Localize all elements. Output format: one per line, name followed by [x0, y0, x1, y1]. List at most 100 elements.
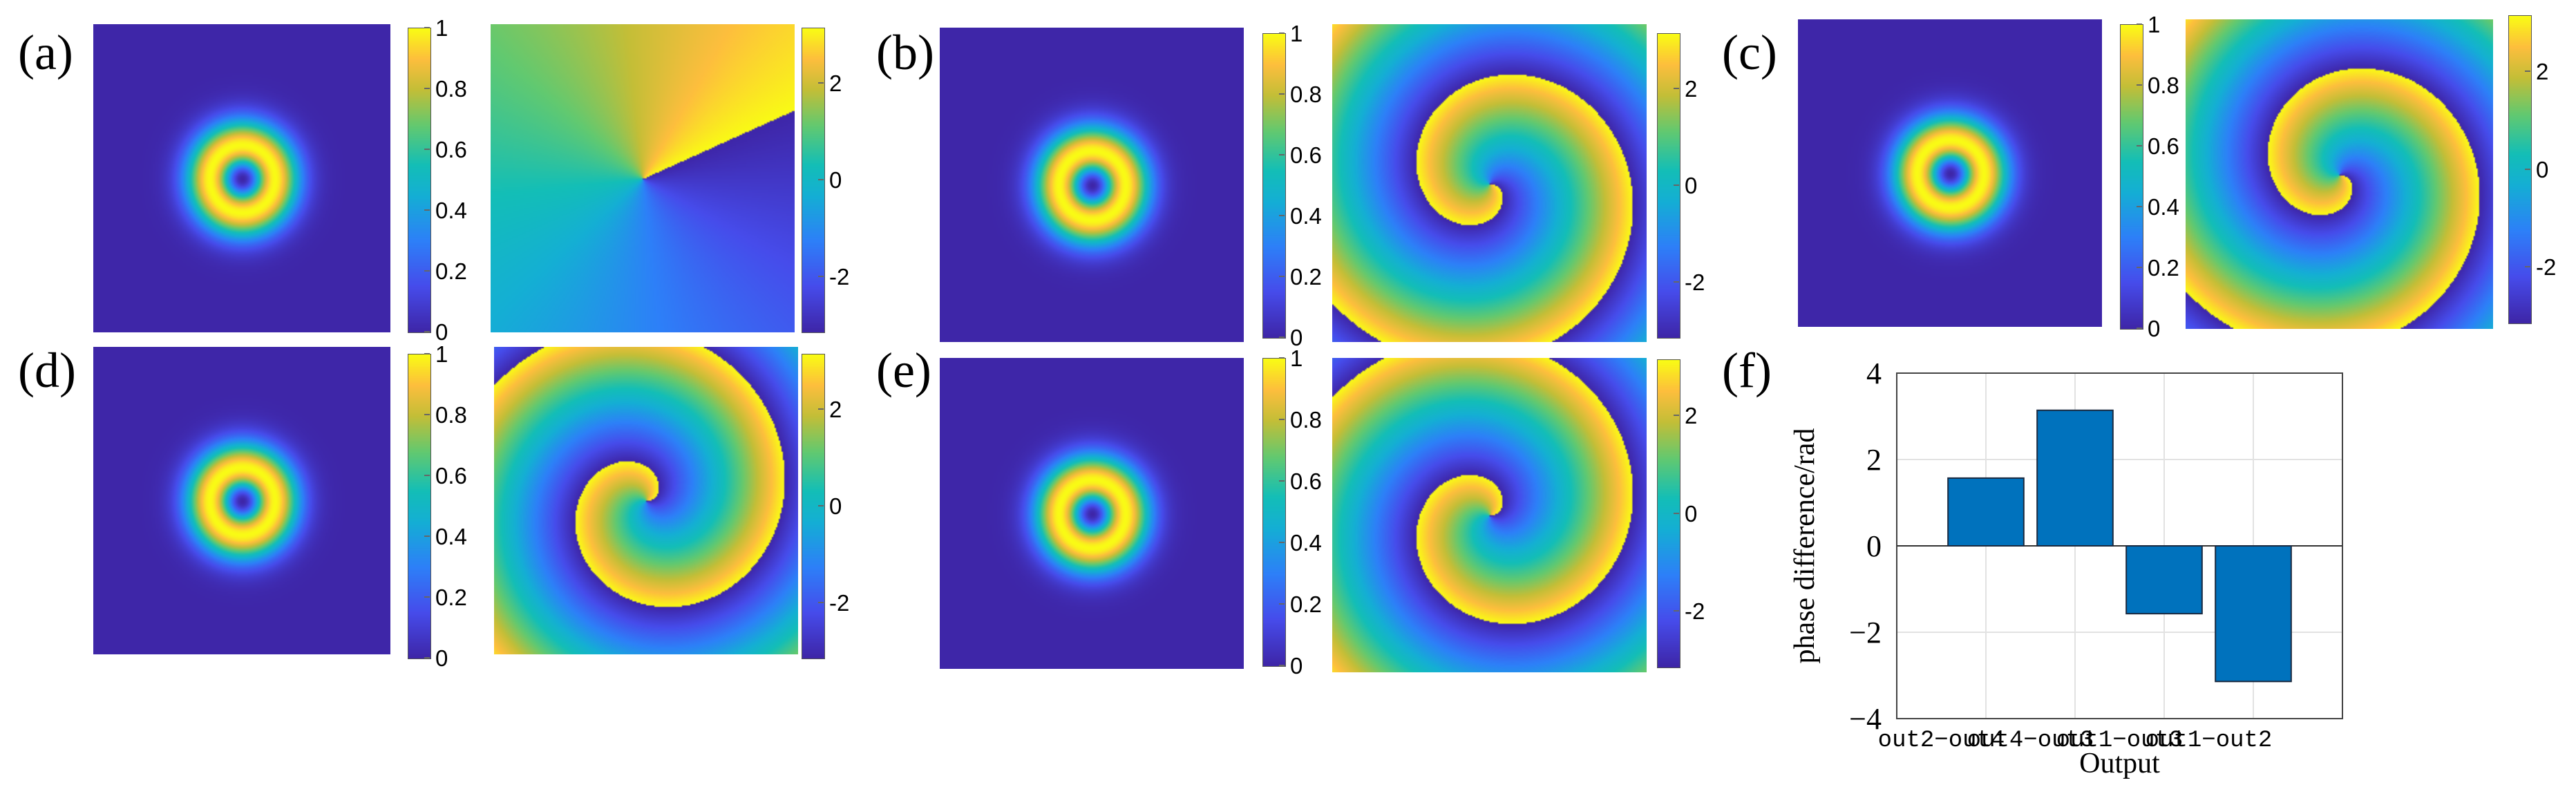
colorbar-tick-label: -2: [2536, 254, 2557, 281]
colorbar-tick-label: 0: [435, 645, 448, 671]
phase-map-d: [494, 347, 798, 654]
bar-4: [2215, 545, 2292, 683]
colorbar-tick-label: 0.4: [2148, 194, 2179, 220]
y-axis-ticks: 4 2 0 −2 −4: [1849, 357, 1882, 736]
colorbar-tick-mark: [1674, 512, 1679, 514]
colorbar-tick-mark: [424, 88, 430, 89]
colorbar-tick-mark: [2137, 23, 2142, 25]
plot-frame: [1896, 372, 2343, 719]
colorbar-tick-label: -2: [1685, 598, 1705, 625]
colorbar-tick-label: 0.6: [2148, 133, 2179, 159]
colorbar-tick-label: 0.6: [1290, 142, 1322, 168]
panel-label-a: (a): [18, 25, 73, 80]
colorbar-tick-label: 0: [829, 167, 842, 193]
intensity-colorbar-a: [408, 28, 431, 333]
panel-label-e: (e): [876, 343, 931, 398]
colorbar-tick-label: 1: [435, 341, 448, 367]
colorbar-tick-label: 0.4: [1290, 203, 1322, 229]
colorbar-tick-mark: [818, 408, 824, 410]
colorbar-tick-mark: [2137, 145, 2142, 146]
colorbar-tick-mark: [1279, 276, 1285, 277]
colorbar-tick-mark: [1279, 93, 1285, 95]
colorbar-tick-label: 2: [829, 70, 842, 96]
bar-3: [2125, 545, 2203, 615]
phase-map-e: [1332, 358, 1647, 672]
colorbar-tick-mark: [1674, 414, 1679, 416]
phase-map-c: [2186, 19, 2493, 329]
intensity-map-b: [940, 28, 1244, 342]
colorbar-tick-label: 0.2: [2148, 255, 2179, 281]
colorbar-tick-mark: [2137, 84, 2142, 86]
colorbar-tick-label: 0.6: [435, 463, 467, 489]
colorbar-tick-label: 0: [2148, 316, 2161, 341]
phase-colorbar-a: [802, 28, 825, 333]
colorbar-tick-label: 0.8: [2148, 73, 2179, 98]
colorbar-tick-label: 0.2: [1290, 264, 1322, 290]
colorbar-tick-mark: [1279, 337, 1285, 338]
x-tick-label: out4−out3: [1967, 728, 2094, 754]
intensity-colorbar-e: [1262, 358, 1286, 667]
colorbar-tick-mark: [1279, 32, 1285, 34]
panel-label-f: (f): [1722, 343, 1772, 398]
intensity-map-c: [1798, 19, 2102, 327]
colorbar-tick-mark: [818, 276, 824, 278]
colorbar-tick-mark: [2137, 328, 2142, 329]
colorbar-tick-mark: [424, 270, 430, 272]
colorbar-tick-label: 0: [2536, 156, 2549, 182]
colorbar-tick-mark: [2525, 70, 2530, 72]
colorbar-tick-mark: [818, 505, 824, 506]
x-tick-label: out1−out2: [2146, 728, 2273, 754]
colorbar-tick-mark: [424, 149, 430, 150]
colorbar-tick-label: 0.4: [435, 524, 467, 549]
colorbar-tick-mark: [424, 27, 430, 28]
y-tick-label: −2: [1849, 616, 1882, 650]
colorbar-tick-label: -2: [829, 264, 850, 290]
chart-grid: [1897, 372, 2342, 719]
x-tick-label: out2−out4: [1878, 728, 2005, 754]
colorbar-tick-mark: [424, 414, 430, 415]
colorbar-tick-mark: [424, 353, 430, 354]
y-axis-label: phase difference/rad: [1789, 428, 1821, 664]
colorbar-tick-label: 1: [435, 15, 448, 41]
panel-label-c: (c): [1722, 25, 1777, 80]
colorbar-tick-label: 0.8: [435, 76, 467, 102]
colorbar-tick-mark: [424, 536, 430, 537]
phase-colorbar-e: [1657, 359, 1680, 668]
colorbar-tick-label: 0.8: [435, 402, 467, 428]
colorbar-tick-mark: [818, 82, 824, 84]
intensity-colorbar-d: [408, 354, 431, 659]
phase-colorbar-c: [2508, 15, 2532, 324]
colorbar-tick-label: 0.4: [435, 198, 467, 223]
y-tick-label: 0: [1866, 529, 1882, 563]
colorbar-tick-mark: [2525, 266, 2530, 268]
colorbar-tick-mark: [2137, 206, 2142, 207]
intensity-map-d: [93, 347, 390, 654]
colorbar-tick-mark: [424, 475, 430, 476]
phase-map-a: [491, 24, 795, 332]
colorbar-tick-label: 0.2: [435, 258, 467, 284]
colorbar-tick-mark: [818, 179, 824, 180]
intensity-map-a: [93, 24, 390, 332]
y-tick-label: −4: [1849, 702, 1882, 736]
colorbar-tick-label: 0: [1685, 173, 1698, 198]
colorbar-tick-mark: [1279, 603, 1285, 605]
colorbar-tick-label: 2: [2536, 58, 2549, 84]
colorbar-tick-mark: [1279, 357, 1285, 359]
bar-1: [1947, 477, 2025, 547]
phase-colorbar-d: [802, 354, 825, 659]
colorbar-tick-mark: [1279, 154, 1285, 155]
colorbar-tick-label: 1: [1290, 345, 1303, 371]
colorbar-tick-label: 0.4: [1290, 530, 1322, 556]
colorbar-tick-label: 2: [829, 396, 842, 422]
phase-colorbar-b: [1657, 33, 1680, 339]
colorbar-tick-mark: [1279, 542, 1285, 543]
x-tick-label: out1−out3: [2056, 728, 2184, 754]
colorbar-tick-label: 0.8: [1290, 407, 1322, 433]
colorbar-tick-mark: [818, 602, 824, 604]
colorbar-tick-mark: [424, 331, 430, 332]
colorbar-tick-label: 0: [435, 319, 448, 345]
colorbar-tick-mark: [1279, 480, 1285, 482]
colorbar-tick-mark: [1674, 610, 1679, 612]
